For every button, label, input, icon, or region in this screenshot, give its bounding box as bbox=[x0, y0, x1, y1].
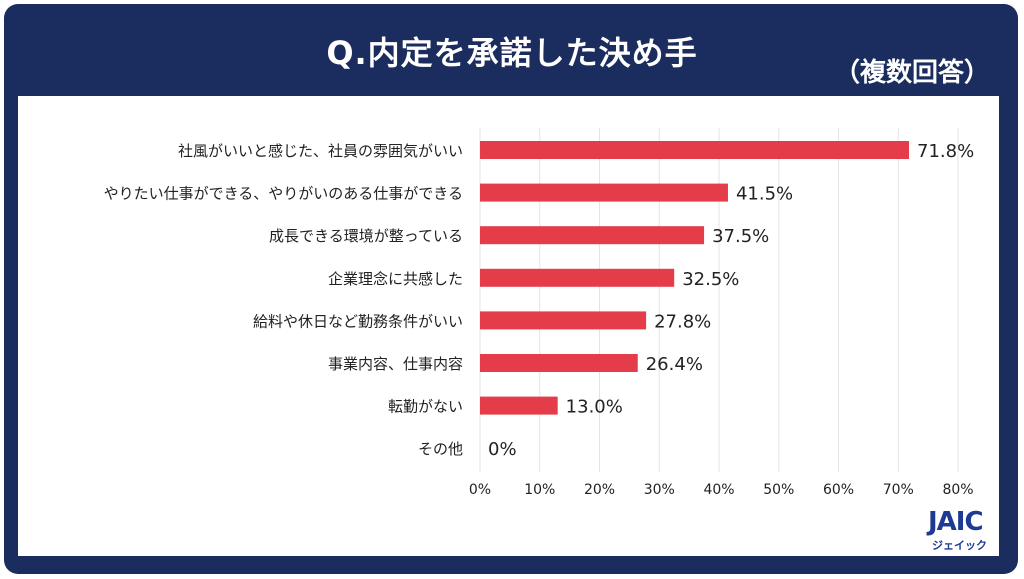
data-label: 26.4% bbox=[646, 354, 703, 375]
logo-text: ジェイック bbox=[932, 539, 987, 552]
bar bbox=[480, 311, 647, 330]
data-label: 27.8% bbox=[654, 311, 711, 332]
bar bbox=[480, 396, 558, 415]
data-label: 37.5% bbox=[712, 226, 769, 247]
category-label: その他 bbox=[418, 440, 463, 458]
x-tick-label: 80% bbox=[942, 482, 973, 498]
data-label: 0% bbox=[488, 439, 517, 460]
x-tick-label: 70% bbox=[883, 482, 914, 498]
data-label: 13.0% bbox=[566, 397, 623, 418]
logo-mark: JAIC bbox=[928, 507, 984, 537]
bar bbox=[480, 226, 705, 245]
category-label: 成長できる環境が整っている bbox=[269, 227, 463, 245]
chart-title: Q.内定を承諾した決め手 bbox=[326, 34, 698, 72]
x-tick-label: 30% bbox=[644, 482, 675, 498]
category-label: 企業理念に共感した bbox=[328, 270, 463, 288]
x-tick-label: 0% bbox=[469, 482, 491, 498]
bar bbox=[480, 141, 910, 159]
category-label: 事業内容、仕事内容 bbox=[328, 355, 463, 373]
data-label: 71.8% bbox=[917, 141, 974, 162]
jaic-logo: JAIC ジェイック bbox=[928, 507, 1008, 553]
category-label: 社風がいいと感じた、社員の雰囲気がいい bbox=[178, 142, 463, 160]
chart-subtitle: （複数回答） bbox=[833, 58, 990, 88]
bar bbox=[480, 268, 675, 287]
category-label: 転勤がない bbox=[388, 398, 463, 416]
bar bbox=[480, 183, 728, 202]
category-label: 給料や休日など勤務条件がいい bbox=[253, 312, 463, 330]
x-tick-label: 10% bbox=[524, 482, 555, 498]
x-tick-label: 50% bbox=[763, 482, 794, 498]
x-tick-label: 20% bbox=[584, 482, 615, 498]
x-tick-label: 60% bbox=[823, 482, 854, 498]
category-label: やりたい仕事ができる、やりがいのある仕事ができる bbox=[104, 185, 463, 203]
x-tick-label: 40% bbox=[703, 482, 734, 498]
data-label: 32.5% bbox=[682, 269, 739, 290]
data-label: 41.5% bbox=[736, 184, 793, 205]
bar bbox=[480, 354, 638, 372]
